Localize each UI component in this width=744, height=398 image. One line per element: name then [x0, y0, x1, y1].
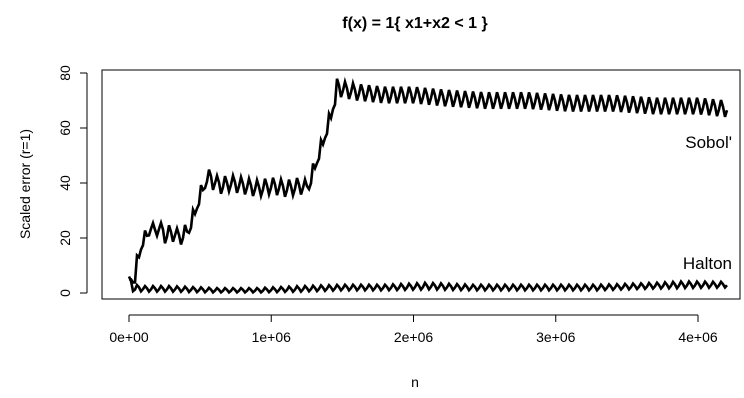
chart-title: f(x) = 1{ x1+x2 < 1 } — [342, 15, 487, 32]
y-tick-label: 20 — [57, 230, 73, 246]
x-axis-label: n — [411, 374, 419, 390]
x-tick-label: 3e+06 — [536, 329, 576, 345]
y-tick-label: 0 — [57, 289, 73, 297]
series-annotation-label: Halton — [683, 254, 732, 273]
series-annotation-label: Sobol' — [685, 133, 732, 152]
x-tick-label: 4e+06 — [678, 329, 718, 345]
x-tick-label: 1e+06 — [252, 329, 292, 345]
y-axis-ticks: 0 20 40 60 80 — [57, 65, 87, 297]
x-tick-label: 2e+06 — [394, 329, 434, 345]
annotation-layer: Sobol' Halton — [683, 133, 732, 273]
plot-frame — [101, 69, 741, 300]
y-tick-label: 40 — [57, 175, 73, 191]
x-axis-ticks: 0e+00 1e+06 2e+06 3e+06 4e+06 — [109, 315, 718, 345]
y-tick-label: 80 — [57, 65, 73, 81]
x-tick-label: 0e+00 — [109, 329, 149, 345]
y-axis-label: Scaled error (r=1) — [17, 129, 33, 239]
series-line-sobol — [129, 76, 729, 284]
y-tick-label: 60 — [57, 120, 73, 136]
series-layer — [127, 76, 729, 295]
series-line-halton — [127, 275, 728, 295]
